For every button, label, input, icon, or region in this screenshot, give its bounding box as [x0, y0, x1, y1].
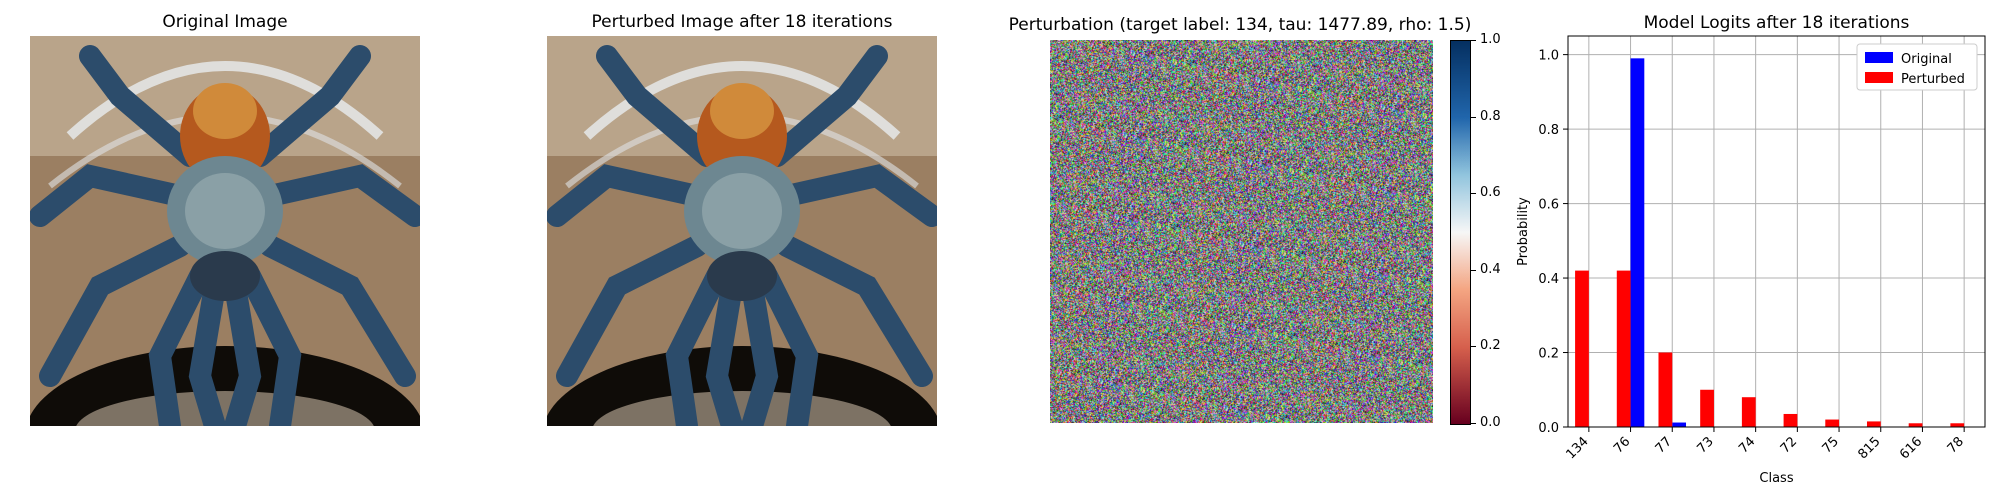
colorbar-tick-label: 1.0	[1480, 32, 1501, 47]
legend-swatch-perturbed	[1865, 72, 1893, 83]
x-tick-label: 73	[1694, 434, 1716, 456]
bar-perturbed-72	[1783, 413, 1798, 427]
colorbar-tick-mark	[1471, 346, 1476, 348]
colorbar-tick-mark	[1471, 269, 1476, 271]
y-tick-label: 0.2	[1538, 347, 1559, 362]
bar-perturbed-75	[1825, 419, 1840, 427]
colorbar-tick-label: 0.0	[1480, 415, 1501, 430]
perturbed-image-title: Perturbed Image after 18 iterations	[591, 12, 893, 32]
original-image-title: Original Image	[162, 12, 288, 32]
x-tick-label: 134	[1564, 434, 1592, 462]
bar-perturbed-73	[1700, 389, 1714, 427]
x-tick-label: 616	[1897, 434, 1925, 462]
colorbar-tick-label: 0.8	[1480, 108, 1501, 124]
legend-swatch-original	[1865, 52, 1893, 63]
bar-perturbed-815	[1866, 421, 1881, 427]
plot-frame	[1567, 35, 1986, 428]
legend-label-original: Original	[1901, 52, 1952, 67]
perturbation-title: Perturbation (target label: 134, tau: 14…	[1008, 15, 1472, 35]
bar-original-77	[1672, 422, 1687, 427]
bar-perturbed-78	[1950, 423, 1965, 427]
bar-perturbed-74	[1741, 397, 1756, 427]
colorbar-tick-label: 0.2	[1480, 338, 1501, 354]
colorbar-tick-mark	[1471, 116, 1476, 118]
y-tick-label: 0.4	[1538, 272, 1559, 287]
x-tick-label: 72	[1778, 434, 1800, 456]
bar-perturbed-76	[1616, 270, 1631, 427]
x-tick-label: 76	[1611, 434, 1633, 456]
x-tick-label: 815	[1855, 434, 1883, 462]
x-tick-label: 77	[1653, 434, 1675, 456]
tarantula-photo-original	[30, 36, 420, 426]
colorbar-tick-mark	[1471, 40, 1476, 41]
colorbar-tick-label: 0.4	[1480, 261, 1501, 277]
y-tick-label: 1.0	[1538, 49, 1559, 64]
colorbar-tick-mark	[1471, 193, 1476, 195]
x-tick-label: 74	[1736, 434, 1758, 456]
y-tick-label: 0.8	[1538, 123, 1559, 138]
original-image	[30, 36, 420, 426]
bar-perturbed-616	[1908, 423, 1923, 427]
perturbation-noise-image	[1050, 40, 1433, 423]
y-axis-label: Probability	[1516, 197, 1531, 266]
perturbed-image	[547, 36, 937, 426]
colorbar	[1450, 40, 1471, 425]
bar-perturbed-134	[1575, 270, 1589, 427]
tarantula-photo-perturbed	[547, 36, 937, 426]
bar-perturbed-77	[1658, 352, 1673, 427]
x-axis-label: Class	[1759, 471, 1793, 486]
y-tick-label: 0.6	[1538, 198, 1559, 213]
colorbar-tick-label: 0.6	[1480, 185, 1501, 201]
chart-title: Model Logits after 18 iterations	[1644, 13, 1910, 33]
legend-label-perturbed: Perturbed	[1901, 72, 1965, 87]
x-tick-label: 75	[1820, 434, 1842, 456]
x-tick-label: 78	[1945, 434, 1967, 456]
y-tick-label: 0.0	[1538, 421, 1559, 436]
colorbar-tick-mark	[1471, 423, 1476, 424]
bar-original-76	[1630, 58, 1645, 427]
